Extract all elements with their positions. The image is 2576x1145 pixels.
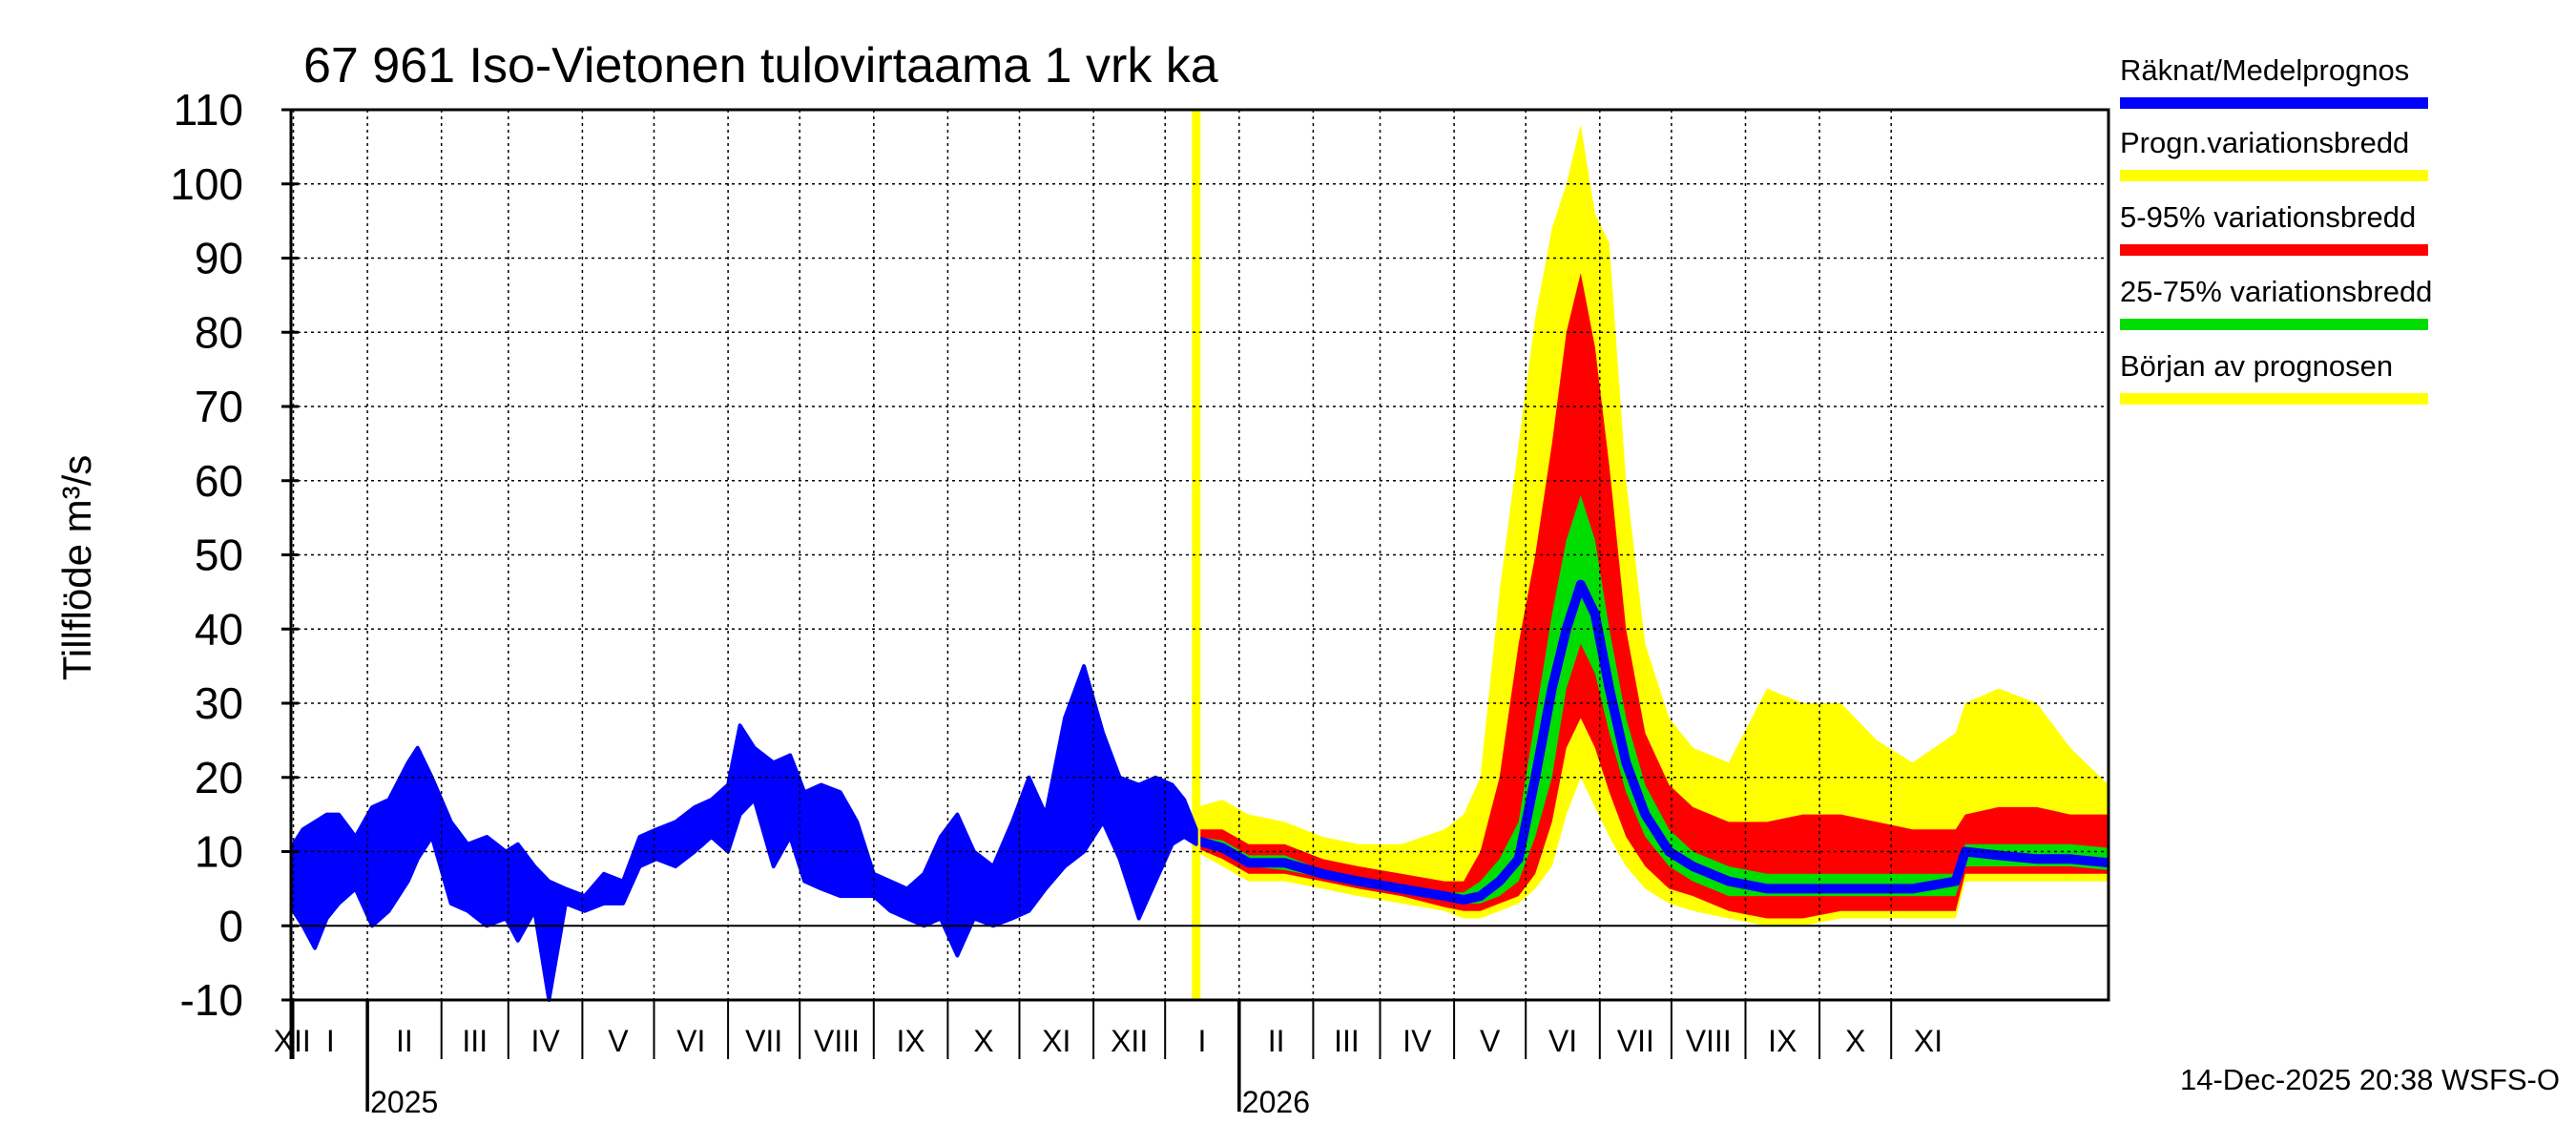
month-label: V: [608, 1024, 629, 1058]
month-label: VI: [1548, 1024, 1577, 1058]
observed-series: [291, 664, 1198, 1002]
y-tick-label: 40: [195, 604, 243, 654]
month-label: IV: [530, 1024, 560, 1058]
year-label: 2025: [370, 1085, 438, 1119]
y-tick-label: 0: [218, 901, 243, 950]
month-label: XII: [1111, 1024, 1148, 1058]
month-label: VII: [1617, 1024, 1654, 1058]
y-tick-label: 100: [170, 159, 243, 209]
month-label: I: [326, 1024, 335, 1058]
month-label: XII: [274, 1024, 311, 1058]
month-label: IV: [1402, 1024, 1432, 1058]
y-tick-label: 20: [195, 753, 243, 802]
y-axis: -10 0 10 20 30 40 50 60 70 80 90 100 110: [170, 85, 299, 1025]
y-tick-label: 110: [174, 85, 243, 135]
y-tick-label: -10: [180, 975, 243, 1025]
legend-label: Räknat/Medelprognos: [2120, 53, 2409, 87]
month-label: III: [1334, 1024, 1360, 1058]
month-label: X: [1845, 1024, 1865, 1058]
y-tick-label: 70: [195, 382, 243, 431]
month-label: IX: [896, 1024, 924, 1058]
forecast-bands: [1192, 110, 2109, 1000]
legend-label: Progn.variationsbredd: [2120, 126, 2409, 159]
month-label: VIII: [814, 1024, 860, 1058]
month-label: V: [1480, 1024, 1501, 1058]
legend-label: 25-75% variationsbredd: [2120, 275, 2432, 308]
month-label: VII: [745, 1024, 782, 1058]
y-tick-label: 80: [195, 307, 243, 357]
chart-title: 67 961 Iso-Vietonen tulovirtaama 1 vrk k…: [303, 38, 1218, 94]
legend-label: Början av prognosen: [2120, 349, 2393, 383]
y-tick-label: 30: [195, 678, 243, 728]
y-tick-label: 50: [195, 531, 243, 580]
y-axis-label: Tillflöde m³/s: [54, 455, 99, 680]
month-label: III: [462, 1024, 488, 1058]
month-label: VIII: [1686, 1024, 1732, 1058]
month-label: I: [1198, 1024, 1207, 1058]
month-label: IX: [1768, 1024, 1797, 1058]
month-label: XI: [1914, 1024, 1942, 1058]
y-tick-label: 10: [195, 827, 243, 877]
x-axis: XII I II III IV V VI VII VIII IX X XI XII I II III IV V VI…: [274, 1000, 1942, 1119]
y-tick-label: 60: [195, 456, 243, 506]
month-label: II: [396, 1024, 413, 1058]
month-label: VI: [676, 1024, 705, 1058]
legend-label: 5-95% variationsbredd: [2120, 200, 2416, 234]
timestamp-footer: 14-Dec-2025 20:38 WSFS-O: [2180, 1063, 2560, 1096]
legend: Räknat/Medelprognos Progn.variationsbredd…: [2120, 53, 2432, 405]
month-label: XI: [1042, 1024, 1070, 1058]
month-label: II: [1268, 1024, 1285, 1058]
y-tick-label: 90: [195, 234, 243, 283]
grid: [291, 110, 2109, 1000]
observed-band: [291, 664, 1198, 1002]
month-label: X: [973, 1024, 993, 1058]
year-label: 2026: [1242, 1085, 1310, 1119]
